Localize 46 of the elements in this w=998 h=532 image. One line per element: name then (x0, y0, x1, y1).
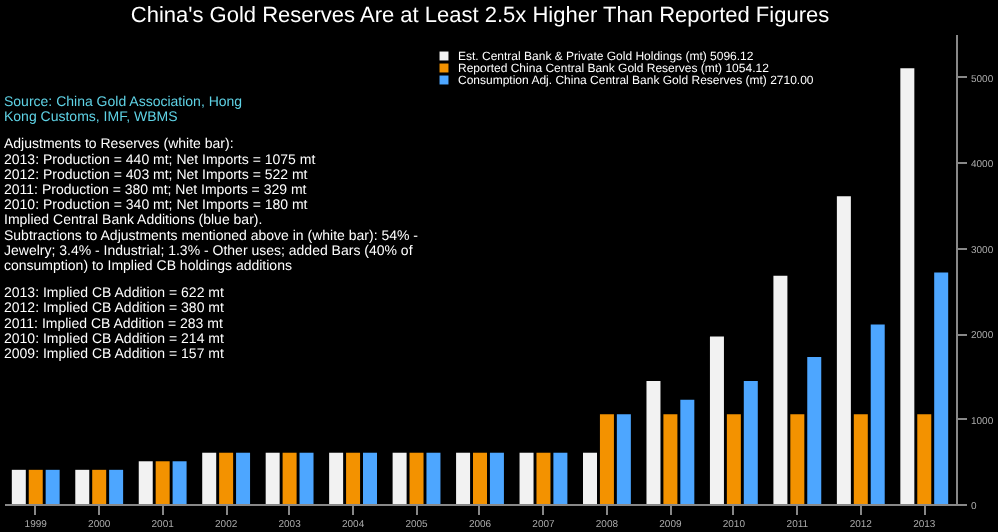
bar (807, 357, 822, 504)
bar (489, 452, 504, 504)
bar (599, 414, 614, 504)
bar (219, 452, 234, 504)
bar (265, 452, 280, 504)
bar (853, 414, 868, 504)
bar (726, 414, 741, 504)
bar (11, 469, 26, 504)
bar (917, 414, 932, 504)
bar (583, 452, 598, 504)
bar (236, 452, 251, 504)
bar (299, 452, 314, 504)
bar (172, 461, 187, 504)
bar (409, 452, 424, 504)
bar (473, 452, 487, 504)
bar (109, 469, 124, 504)
bar (743, 380, 758, 504)
bar (536, 452, 551, 504)
bar (456, 452, 471, 504)
bar (553, 452, 568, 504)
bar (646, 380, 661, 504)
chart-title: China's Gold Reserves Are at Least 2.5x Higher Than Reported Figures (130, 4, 831, 28)
bar (900, 68, 915, 504)
bar (934, 272, 949, 504)
bar (616, 414, 631, 504)
bar (138, 461, 153, 504)
bar (519, 452, 534, 504)
bar (836, 196, 851, 504)
bar (45, 469, 60, 504)
bar (680, 399, 695, 504)
bar (790, 414, 805, 504)
bar (28, 469, 43, 504)
bar (92, 469, 107, 504)
bar (75, 469, 90, 504)
bar (426, 452, 441, 504)
bar (870, 324, 885, 504)
bar (663, 414, 678, 504)
bar (709, 336, 724, 504)
bar (362, 452, 377, 504)
bar (346, 452, 361, 504)
bar (329, 452, 344, 504)
bar (773, 275, 788, 504)
bar (392, 452, 407, 504)
bar (202, 452, 217, 504)
bar (155, 461, 170, 504)
bar (282, 452, 297, 504)
